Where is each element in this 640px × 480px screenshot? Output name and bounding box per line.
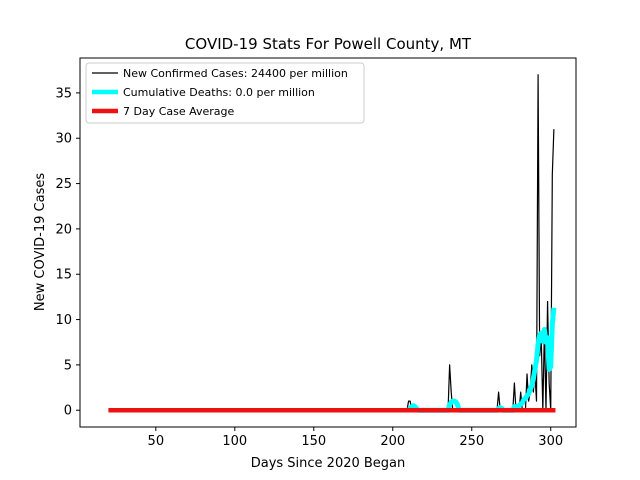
x-tick-label: 150 bbox=[301, 434, 326, 449]
chart-title: COVID-19 Stats For Powell County, MT bbox=[185, 35, 472, 53]
x-axis-label: Days Since 2020 Began bbox=[251, 456, 406, 471]
legend-label-deaths: Cumulative Deaths: 0.0 per million bbox=[123, 86, 315, 99]
series-line-deaths bbox=[406, 307, 557, 413]
y-tick-label: 15 bbox=[55, 268, 72, 283]
x-axis: 50 100 150 200 250 300 bbox=[148, 427, 563, 449]
plot-frame bbox=[79, 57, 577, 428]
y-tick-label: 0 bbox=[64, 404, 72, 419]
series-layer bbox=[108, 74, 557, 413]
x-tick-label: 200 bbox=[380, 434, 405, 449]
y-axis: 0 5 10 15 20 25 30 35 bbox=[55, 86, 80, 419]
y-tick-label: 30 bbox=[55, 132, 72, 147]
y-tick-label: 10 bbox=[55, 313, 72, 328]
x-tick-label: 250 bbox=[459, 434, 484, 449]
legend: New Confirmed Cases: 24400 per million C… bbox=[85, 62, 365, 124]
legend-label-new-cases: New Confirmed Cases: 24400 per million bbox=[123, 67, 348, 80]
y-tick-label: 20 bbox=[55, 222, 72, 237]
y-axis-label: New COVID-19 Cases bbox=[33, 173, 48, 311]
legend-label-average: 7 Day Case Average bbox=[123, 105, 235, 118]
y-tick-label: 5 bbox=[64, 358, 72, 373]
x-tick-label: 50 bbox=[148, 434, 165, 449]
y-tick-label: 35 bbox=[55, 86, 72, 101]
y-tick-label: 25 bbox=[55, 177, 72, 192]
legend-box bbox=[85, 62, 365, 124]
x-tick-label: 100 bbox=[222, 434, 247, 449]
x-tick-label: 300 bbox=[538, 434, 563, 449]
